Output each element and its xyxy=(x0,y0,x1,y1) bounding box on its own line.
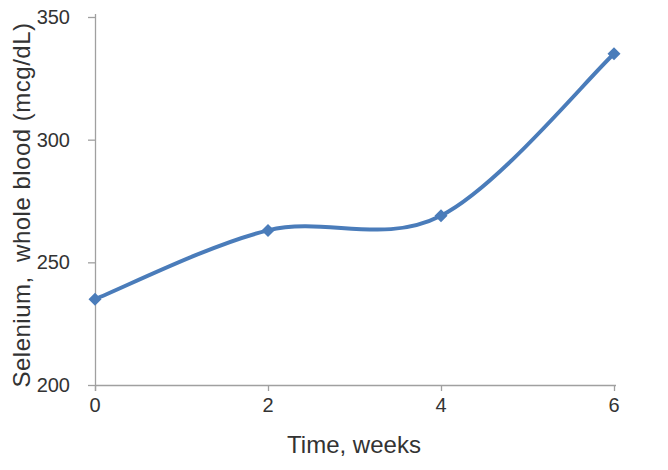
x-tick-label-4: 4 xyxy=(416,393,466,417)
series-line xyxy=(95,54,614,299)
y-tick-label-350: 350 xyxy=(4,5,70,29)
data-point-marker xyxy=(262,224,275,237)
x-tick-label-2: 2 xyxy=(243,393,293,417)
selenium-line-chart: Selenium, whole blood (mcg/dL) Time, wee… xyxy=(0,0,668,470)
y-axis-title: Selenium, whole blood (mcg/dL) xyxy=(8,22,36,387)
data-point-marker xyxy=(89,293,102,306)
y-tick-label-300: 300 xyxy=(4,128,70,152)
x-tick-label-6: 6 xyxy=(589,393,639,417)
y-tick-label-200: 200 xyxy=(4,373,70,397)
x-tick-label-0: 0 xyxy=(70,393,120,417)
y-tick-label-250: 250 xyxy=(4,250,70,274)
x-axis-title: Time, weeks xyxy=(287,431,421,459)
